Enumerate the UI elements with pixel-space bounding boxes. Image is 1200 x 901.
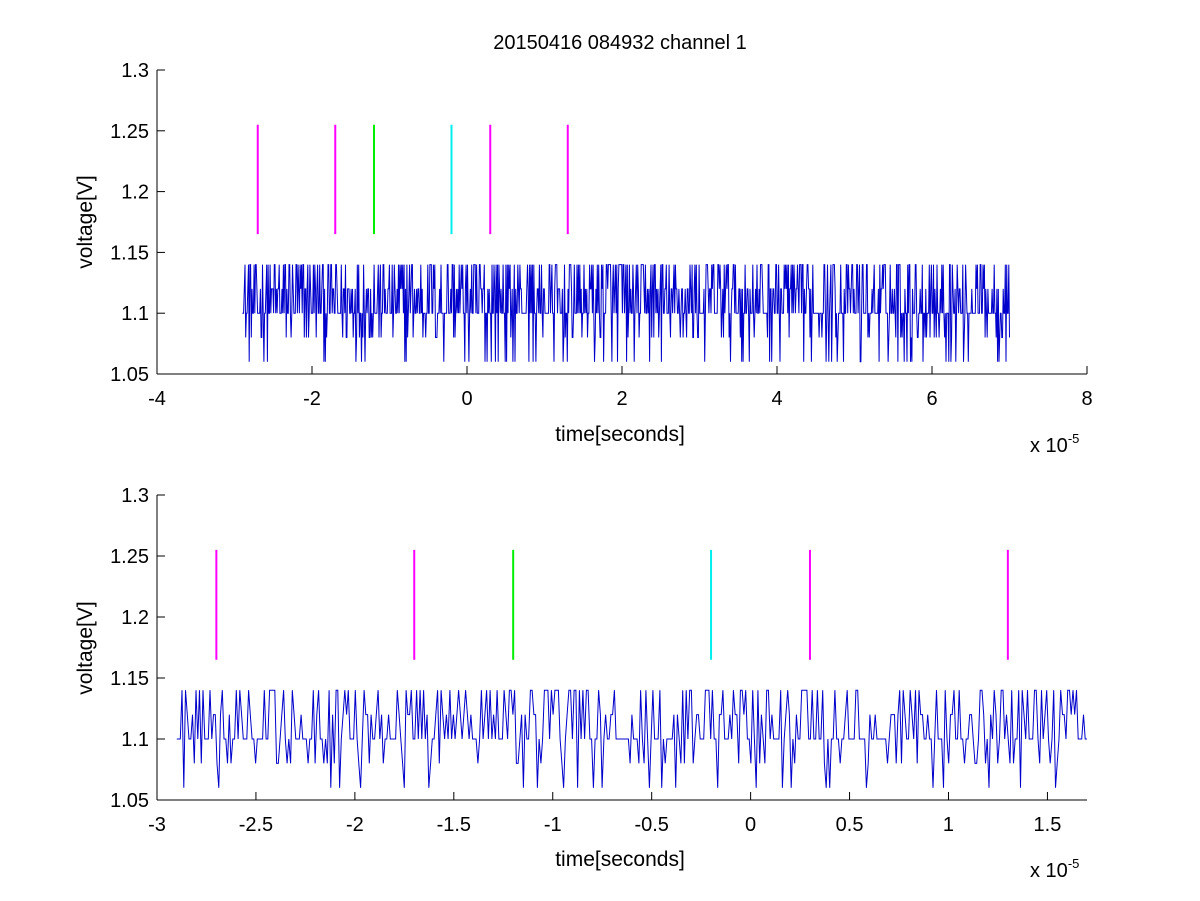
- top-x-tick-label: 8: [1081, 388, 1092, 410]
- bottom-axes: [156, 495, 1087, 801]
- top-y-axis-label: voltage[V]: [74, 175, 97, 268]
- top-y-tick-label: 1.1: [121, 303, 149, 325]
- top-x-multiplier: x 10-5: [1030, 431, 1079, 457]
- bottom-y-tick-label: 1.1: [121, 729, 149, 751]
- bottom-x-tick-label: -2.5: [239, 814, 273, 836]
- bottom-x-tick-label: -1: [544, 814, 562, 836]
- top-plot: -4 -2 0 2 4 6 8 1.05 1.1 1.15 1.2 1.25 1.3 time[sec…: [74, 60, 1093, 457]
- top-x-multiplier-exponent: -5: [1068, 431, 1080, 446]
- bottom-y-tick-label: 1.25: [110, 546, 149, 568]
- bottom-x-tick-label: -2: [346, 814, 364, 836]
- bottom-y-tick-label: 1.3: [121, 485, 149, 507]
- top-x-tick-label: 4: [771, 388, 782, 410]
- top-x-axis-label: time[seconds]: [555, 423, 685, 446]
- bottom-x-multiplier-base: x 10: [1030, 860, 1068, 882]
- top-y-tick-label: 1.2: [121, 182, 149, 204]
- bottom-x-tick-label: 1: [943, 814, 954, 836]
- bottom-x-axis-label: time[seconds]: [555, 848, 685, 871]
- top-x-tick-label: -4: [148, 388, 166, 410]
- bottom-x-multiplier: x 10-5: [1030, 856, 1079, 882]
- bottom-x-tick-label: 1.5: [1034, 814, 1062, 836]
- bottom-y-tick-label: 1.05: [110, 790, 149, 812]
- top-voltage-trace: [242, 264, 1010, 363]
- bottom-markers: [215, 549, 1009, 660]
- top-y-tick-label: 1.05: [110, 364, 149, 386]
- top-y-ticks: 1.05 1.1 1.15 1.2 1.25 1.3: [110, 60, 165, 386]
- bottom-x-multiplier-exponent: -5: [1068, 856, 1080, 871]
- top-x-tick-label: 6: [926, 388, 937, 410]
- top-axes: [156, 70, 1087, 375]
- bottom-x-tick-label: -3: [148, 814, 166, 836]
- bottom-x-ticks: -3 -2.5 -2 -1.5 -1 -0.5 0 0.5 1 1.5: [148, 792, 1061, 836]
- bottom-plot: -3 -2.5 -2 -1.5 -1 -0.5 0 0.5 1 1.5 1.051.11.151.…: [74, 485, 1087, 882]
- top-x-tick-label: 2: [616, 388, 627, 410]
- top-markers: [256, 124, 569, 235]
- bottom-y-tick-label: 1.15: [110, 668, 149, 690]
- bottom-x-tick-label: -1.5: [437, 814, 471, 836]
- top-x-tick-label: -2: [303, 388, 321, 410]
- top-y-tick-label: 1.3: [121, 60, 149, 82]
- bottom-y-tick-label: 1.2: [121, 607, 149, 629]
- top-y-tick-label: 1.25: [110, 121, 149, 143]
- bottom-y-ticks: 1.05 1.1 1.15 1.2 1.25 1.3: [110, 485, 165, 812]
- bottom-voltage-trace: [176, 689, 1087, 788]
- bottom-y-axis-label: voltage[V]: [74, 601, 97, 694]
- top-x-tick-label: 0: [461, 388, 472, 410]
- top-x-multiplier-base: x 10: [1030, 435, 1068, 457]
- bottom-x-tick-label: 0.5: [836, 814, 864, 836]
- bottom-x-tick-label: -0.5: [634, 814, 668, 836]
- chart-title: 20150416 084932 channel 1: [493, 32, 747, 54]
- top-y-tick-label: 1.15: [110, 242, 149, 264]
- top-x-ticks: -4 -2 0 2 4 6 8: [148, 366, 1093, 410]
- bottom-x-tick-label: 0: [745, 814, 756, 836]
